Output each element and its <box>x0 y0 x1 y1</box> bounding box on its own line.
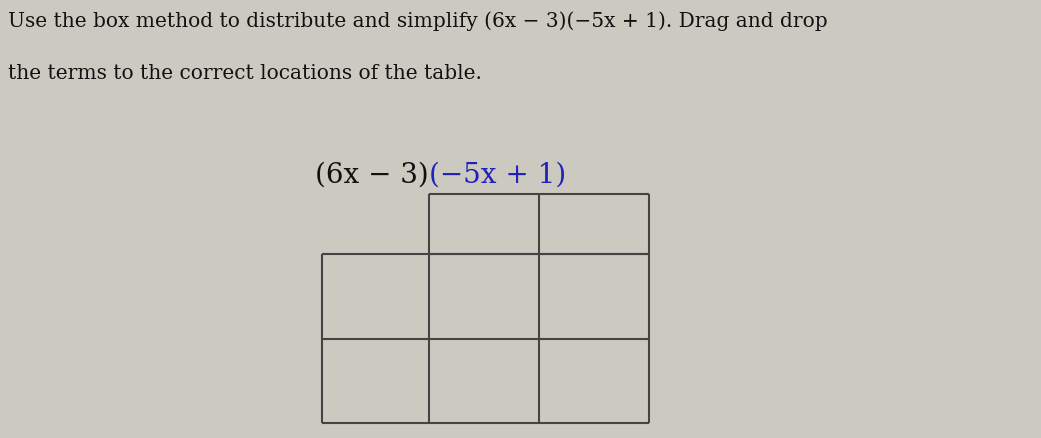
Text: (−5x + 1): (−5x + 1) <box>429 162 566 189</box>
Text: Use the box method to distribute and simplify (6x − 3)(−5x + 1). Drag and drop: Use the box method to distribute and sim… <box>8 11 828 31</box>
Text: the terms to the correct locations of the table.: the terms to the correct locations of th… <box>8 64 482 82</box>
Text: (6x − 3): (6x − 3) <box>315 162 429 189</box>
